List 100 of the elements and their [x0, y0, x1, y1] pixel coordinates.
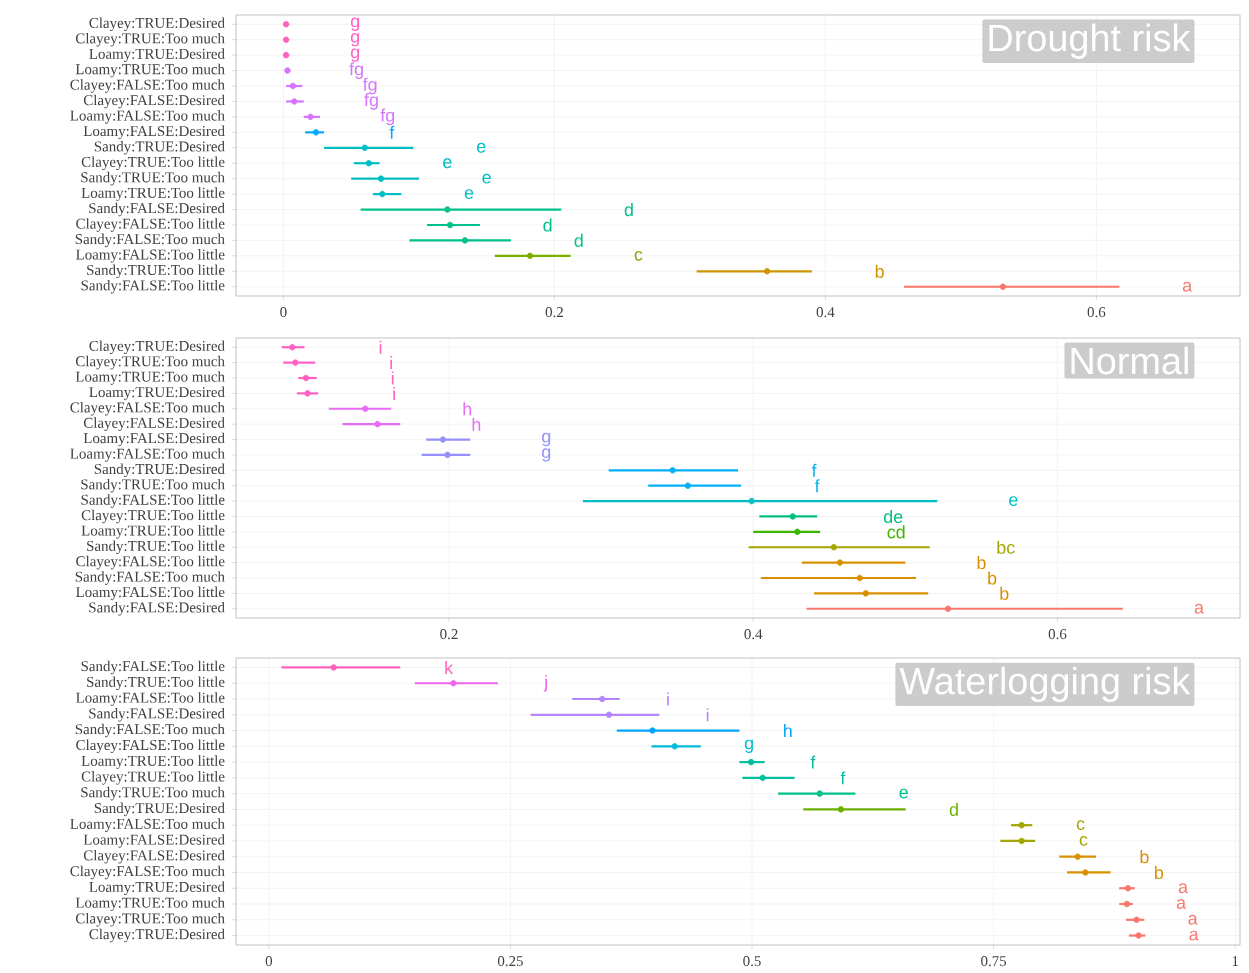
- y-tick-label: Sandy:TRUE:Too little: [87, 540, 225, 555]
- y-tick-label: Sandy:TRUE:Too little: [87, 676, 225, 691]
- y-tick-label: Clayey:FALSE:Too much: [70, 401, 225, 416]
- point: [999, 283, 1007, 290]
- annotation: g: [350, 48, 360, 62]
- annotation: g: [350, 17, 360, 31]
- y-tick-label: Clayey:TRUE:Desired: [89, 340, 225, 355]
- y-tick-label: Sandy:TRUE:Desired: [94, 802, 225, 817]
- point: [837, 806, 845, 813]
- y-tick-label: Sandy:FALSE:Too much: [75, 233, 225, 248]
- annotation: c: [634, 250, 643, 261]
- annotation: g: [542, 448, 551, 462]
- annotation: cd: [887, 525, 905, 539]
- x-tick-label: 0.2: [545, 307, 563, 318]
- point: [289, 82, 297, 90]
- annotation: h: [463, 402, 472, 416]
- point: [302, 374, 310, 382]
- x-tick-label: 0.4: [816, 307, 835, 318]
- annotation: a: [1189, 930, 1199, 941]
- annotation: e: [464, 189, 474, 200]
- y-tick-label: Loamy:FALSE:Desired: [83, 432, 225, 447]
- annotation: b: [1000, 586, 1009, 600]
- y-tick-label: Loamy:FALSE:Desired: [83, 125, 225, 140]
- y-tick-label: Sandy:FALSE:Too much: [75, 723, 225, 738]
- annotation: fg: [364, 93, 378, 110]
- annotation: j: [543, 674, 547, 692]
- point: [304, 390, 311, 397]
- point: [292, 359, 299, 366]
- y-tick-label: Loamy:TRUE:Too much: [75, 897, 225, 911]
- x-tick-label: 0.4: [744, 629, 763, 640]
- y-tick-label: Sandy:TRUE:Too much: [81, 171, 225, 186]
- annotation: fg: [362, 77, 377, 95]
- y-tick-label: Sandy:FALSE:Desired: [89, 601, 225, 616]
- annotation: i: [667, 692, 669, 706]
- y-tick-label: Sandy:FALSE:Desired: [89, 707, 225, 722]
- point: [289, 344, 296, 351]
- point: [379, 190, 386, 198]
- y-tick-label: Sandy:TRUE:Too much: [81, 478, 225, 493]
- point: [684, 482, 692, 489]
- y-tick-label: Clayey:FALSE:Too little: [76, 218, 225, 232]
- annotation: a: [1176, 899, 1187, 909]
- y-tick-label: Clayey:FALSE:Too little: [76, 555, 225, 570]
- point: [312, 129, 320, 136]
- y-tick-label: Sandy:TRUE:Desired: [94, 140, 225, 155]
- annotation: e: [477, 142, 486, 153]
- y-tick-label: Loamy:FALSE:Too little: [76, 586, 225, 601]
- point: [856, 574, 863, 582]
- y-tick-label: Sandy:TRUE:Desired: [94, 463, 225, 478]
- y-tick-label: Loamy:FALSE:Too little: [76, 249, 225, 263]
- y-tick-label: Sandy:FALSE:Too little: [81, 660, 225, 675]
- point: [444, 451, 451, 459]
- annotation: i: [390, 356, 392, 370]
- annotation: d: [949, 802, 958, 816]
- point: [830, 544, 838, 551]
- annotation: a: [1178, 883, 1188, 894]
- x-tick-label: 0.2: [440, 629, 458, 640]
- annotation: b: [977, 556, 986, 570]
- annotation: c: [1079, 836, 1088, 846]
- y-tick-label: Loamy:TRUE:Desired: [89, 881, 225, 896]
- point: [1074, 853, 1081, 860]
- annotation: b: [1155, 865, 1164, 880]
- y-tick-label: Sandy:FALSE:Desired: [89, 202, 225, 217]
- point: [444, 206, 451, 213]
- annotation: g: [350, 33, 360, 47]
- annotation: i: [379, 340, 382, 354]
- y-tick-label: Loamy:TRUE:Too much: [75, 63, 225, 78]
- x-tick-label: 0.6: [1048, 629, 1067, 640]
- y-tick-label: Clayey:FALSE:Desired: [83, 94, 225, 109]
- x-tick-label: 0: [265, 956, 273, 967]
- y-tick-label: Loamy:TRUE:Too little: [81, 525, 225, 539]
- y-tick-label: Sandy:FALSE:Too little: [81, 279, 225, 294]
- annotation: fg: [380, 108, 395, 126]
- point: [365, 160, 372, 167]
- annotation: d: [543, 218, 552, 232]
- y-tick-label: Sandy:FALSE:Too much: [75, 571, 225, 585]
- y-tick-label: Clayey:TRUE:Too much: [75, 912, 225, 927]
- y-tick-label: Loamy:FALSE:Too little: [76, 692, 225, 706]
- point: [748, 497, 755, 505]
- annotation: d: [624, 202, 633, 217]
- annotation: b: [1140, 850, 1149, 864]
- point: [1133, 916, 1140, 923]
- annotation: f: [814, 479, 820, 493]
- y-tick-label: Sandy:TRUE:Too little: [87, 264, 225, 279]
- annotation: i: [393, 386, 395, 400]
- point: [291, 98, 298, 105]
- annotation: b: [988, 571, 997, 585]
- annotation: e: [443, 158, 452, 169]
- y-tick-label: Clayey:TRUE:Too much: [75, 32, 225, 47]
- point: [307, 113, 314, 121]
- y-tick-label: Loamy:TRUE:Desired: [89, 48, 225, 62]
- annotation: de: [883, 509, 903, 524]
- point: [763, 268, 771, 275]
- point: [605, 711, 613, 718]
- x-tick-label: 0.6: [1087, 307, 1106, 318]
- annotation: e: [482, 173, 491, 184]
- annotation: g: [744, 739, 753, 753]
- point: [361, 144, 368, 151]
- annotation: g: [542, 432, 551, 447]
- point: [450, 680, 457, 687]
- annotation: e: [1009, 496, 1018, 507]
